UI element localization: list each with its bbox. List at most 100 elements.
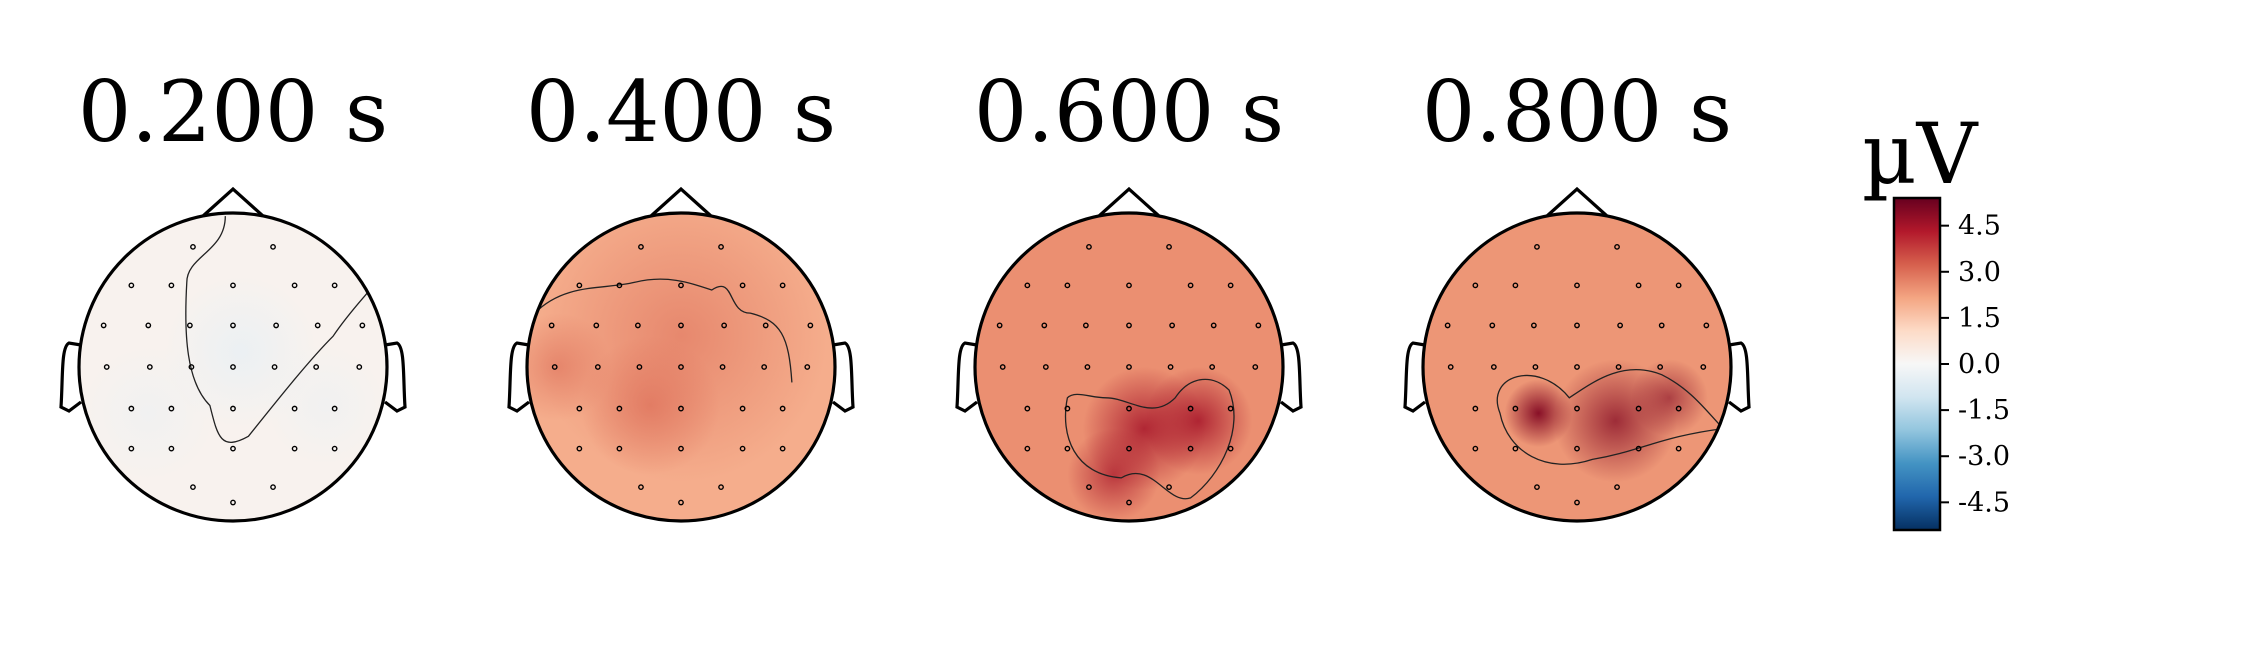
sensor-marker [1126,282,1132,289]
sensor-marker [1169,322,1176,329]
sensor-marker [779,405,786,412]
head-outline [973,211,1285,523]
sensor-marker [190,484,196,491]
sensor-marker [168,445,175,452]
sensor-marker [1126,364,1132,370]
sensor-marker [1614,243,1620,250]
colorbar-tick-label: -4.5 [1958,487,2010,518]
topomap-contour-2 [534,278,793,383]
sensor-marker [1209,364,1216,370]
sensor-marker [1635,282,1642,289]
sensor-marker [807,322,814,329]
sensor-marker [616,282,623,289]
colorbar-tick-label: -1.5 [1958,395,2010,426]
sensor-marker [678,322,684,329]
sensor-marker [270,484,276,491]
sensor-marker [188,364,195,370]
sensor-marker [1041,322,1048,329]
sensor-marker [1166,243,1172,250]
sensor-marker [128,445,135,452]
topomap-panel-4 [1403,186,1751,523]
head-ear-left [59,341,82,413]
sensor-marker [1082,322,1089,329]
sensor-marker [1084,364,1091,370]
topomap-blob [1630,359,1708,437]
sensor-marker [1024,282,1031,289]
head-ear-right [1728,341,1751,413]
sensor-marker [1617,322,1624,329]
sensor-marker [1024,445,1031,452]
sensor-marker [1657,364,1664,370]
colorbar-unit-label: µV [1862,105,1978,203]
sensor-marker [1126,445,1132,452]
sensor-marker [128,405,135,412]
sensor-marker [270,243,276,250]
sensor-marker [291,282,298,289]
sensor-marker [739,282,746,289]
colorbar-tick-label: 3.0 [1958,257,2001,288]
colorbar: 4.5 3.0 1.5 0.0 -1.5 -3.0 -4.5 [1892,196,2010,532]
sensor-marker [576,405,583,412]
head-nose [649,186,713,218]
sensor-marker [145,322,152,329]
sensor-marker [1703,322,1710,329]
sensor-marker [1530,322,1537,329]
sensor-marker [678,282,684,289]
sensor-marker [273,322,280,329]
sensor-marker [1064,405,1071,412]
sensor-marker [678,405,684,412]
topomap-blob [79,343,218,483]
sensor-marker [1675,445,1682,452]
sensor-marker [718,243,724,250]
sensor-marker [678,499,684,506]
sensor-marker [634,322,641,329]
colorbar-gradient [1892,196,1942,532]
head-nose [1545,186,1609,218]
sensor-marker [1532,364,1539,370]
sensor-marker [1574,364,1580,370]
topomap-heatmap-3 [975,213,1283,521]
sensor-marker [168,405,175,412]
sensor-marker [1635,405,1642,412]
sensor-marker [1447,364,1454,370]
head-ear-right [832,341,855,413]
sensor-marker [1472,405,1479,412]
sensor-marker [230,282,236,289]
sensor-marker [1444,322,1451,329]
sensor-marker [593,322,600,329]
sensor-marker [1024,405,1031,412]
sensor-marker [1086,484,1092,491]
sensor-marker [1086,243,1092,250]
topomap-blob [1144,367,1253,475]
sensor-marker [1227,405,1234,412]
head-outline [525,211,837,523]
sensor-marker [739,405,746,412]
topomap-blob [580,336,720,475]
sensor-marker [331,282,338,289]
sensor-marker [761,364,768,370]
colorbar-tick-label: 4.5 [1958,211,2001,242]
sensor-marker [636,364,643,370]
sensor-marker [100,322,107,329]
sensor-marker [190,243,196,250]
sensor-marker [1700,364,1707,370]
sensor-marker [1210,322,1217,329]
head-outline [77,211,389,523]
topomap-blob [1067,428,1160,521]
head-nose [1097,186,1161,218]
sensor-marker [1042,364,1049,370]
sensor-marker [1187,282,1194,289]
sensor-marker [230,322,236,329]
topomap-heatmap-2 [527,213,835,521]
head-ear-right [384,341,407,413]
sensor-marker [1064,282,1071,289]
sensor-marker [576,282,583,289]
head-ear-left [1403,341,1426,413]
head-outline [1421,211,1733,523]
sensor-marker [291,405,298,412]
topomap-panel-3 [955,186,1303,523]
sensor-marker [1614,484,1620,491]
sensor-marker [779,445,786,452]
sensor-marker [1472,445,1479,452]
